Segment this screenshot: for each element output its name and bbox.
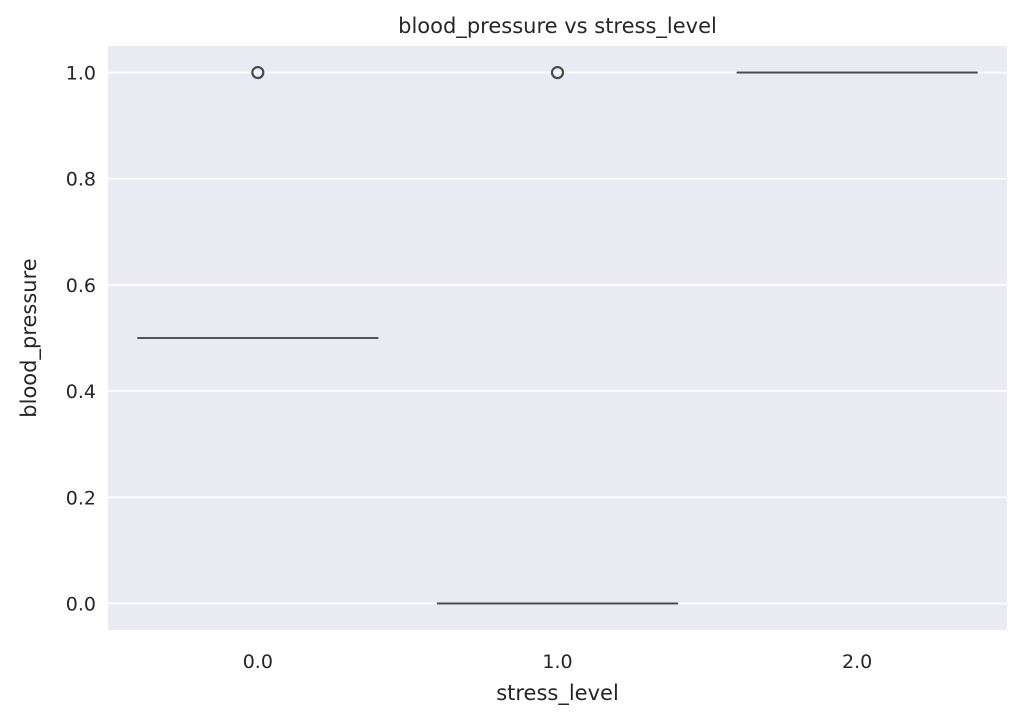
y-tick-label: 0.8 [66, 169, 96, 191]
x-axis-label: stress_level [496, 681, 619, 706]
y-tick-label: 0.4 [66, 381, 96, 403]
boxes-group [137, 65, 978, 605]
x-tick-label: 1.0 [542, 651, 572, 673]
x-tick-label: 2.0 [842, 651, 872, 673]
y-axis-ticks: 0.0 0.2 0.4 0.6 0.8 1.0 [66, 63, 96, 616]
outlier-point [550, 65, 565, 80]
x-tick-label: 0.0 [243, 651, 273, 673]
x-axis-ticks: 0.0 1.0 2.0 [243, 651, 873, 673]
y-axis-label: blood_pressure [17, 258, 42, 417]
box-1.0 [436, 65, 679, 605]
y-tick-label: 0.6 [66, 275, 96, 297]
y-tick-label: 1.0 [66, 63, 96, 85]
outlier-point [251, 65, 265, 80]
chart-title: blood_pressure vs stress_level [398, 14, 717, 39]
box-0.0 [137, 65, 379, 339]
y-tick-label: 0.2 [66, 487, 96, 509]
y-tick-label: 0.0 [66, 593, 96, 615]
